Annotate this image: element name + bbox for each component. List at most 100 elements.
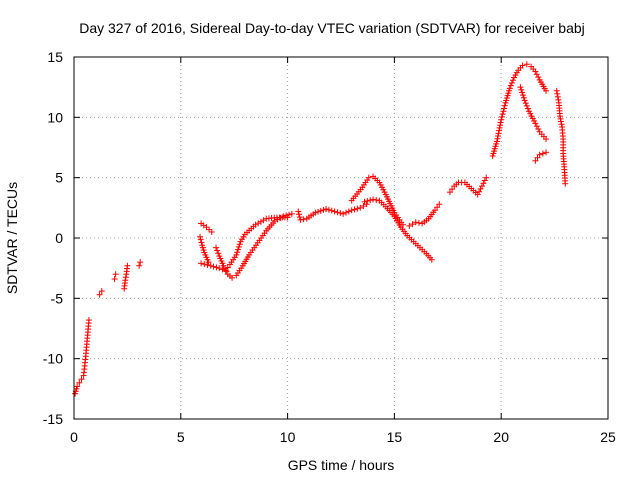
data-point (519, 89, 526, 96)
data-point (357, 204, 364, 211)
data-point (498, 113, 505, 120)
data-point (507, 82, 514, 89)
data-point (260, 217, 267, 224)
data-point (124, 262, 131, 269)
data-point (320, 206, 327, 213)
data-point (446, 189, 453, 196)
data-point (216, 265, 223, 272)
data-point (233, 251, 240, 258)
y-tick-label: 10 (47, 109, 63, 125)
data-point (494, 135, 501, 142)
data-point (76, 379, 83, 386)
data-point (122, 274, 129, 281)
data-point (122, 277, 129, 284)
data-point (543, 149, 550, 156)
data-point (280, 213, 287, 220)
data-point (498, 116, 505, 123)
x-tick-label: 25 (600, 429, 616, 445)
data-point (535, 125, 542, 132)
data-point (406, 222, 413, 229)
data-point (532, 68, 539, 75)
data-point (497, 119, 504, 126)
data-point (480, 180, 487, 187)
data-point (317, 207, 324, 214)
data-point (521, 97, 528, 104)
data-point (481, 177, 488, 184)
data-point (201, 261, 208, 268)
data-point (495, 130, 502, 137)
data-point (474, 191, 481, 198)
data-point (204, 261, 211, 268)
data-point (236, 241, 243, 248)
data-point (288, 210, 295, 217)
data-point (506, 85, 513, 92)
data-point (496, 124, 503, 131)
data-point (340, 210, 347, 217)
data-point (342, 209, 349, 216)
data-point (367, 197, 374, 204)
data-point (74, 383, 81, 390)
data-point (535, 74, 542, 81)
plot-frame (73, 56, 609, 420)
data-point (543, 136, 550, 143)
data-point (224, 264, 231, 271)
data-point (323, 206, 330, 213)
data-point (532, 120, 539, 127)
data-point (365, 174, 372, 181)
data-point (431, 207, 438, 214)
data-point (558, 121, 565, 128)
data-point (283, 212, 290, 219)
data-point (478, 183, 485, 190)
data-point (364, 197, 371, 204)
data-point (255, 220, 262, 227)
data-point (312, 209, 319, 216)
data-point (300, 216, 307, 223)
x-tick-label: 10 (280, 429, 296, 445)
data-point (295, 208, 302, 215)
data-point (198, 239, 205, 246)
data-point (136, 262, 143, 269)
data-point (517, 84, 524, 91)
data-point (98, 288, 105, 295)
data-point (229, 274, 236, 281)
x-tick-label: 15 (387, 429, 403, 445)
data-point (499, 111, 506, 118)
data-point (520, 94, 527, 101)
data-point (351, 206, 358, 213)
data-point (518, 86, 525, 93)
data-point (213, 244, 220, 251)
y-tick-label: -15 (43, 411, 63, 427)
data-point (509, 77, 516, 84)
data-point (207, 262, 214, 269)
data-point (325, 206, 332, 213)
data-point (296, 214, 303, 221)
y-tick-label: 15 (47, 49, 63, 65)
data-point (210, 263, 217, 270)
data-point (223, 268, 230, 275)
data-point (554, 93, 561, 100)
data-point (111, 276, 118, 283)
data-point (532, 157, 539, 164)
data-point (494, 133, 501, 140)
x-tick-label: 20 (493, 429, 509, 445)
data-point (554, 90, 561, 97)
data-point (412, 219, 419, 226)
data-point (493, 138, 500, 145)
data-point (523, 61, 530, 68)
data-point (434, 204, 441, 211)
x-tick-label: 0 (70, 429, 78, 445)
data-point (328, 207, 335, 214)
data-point (533, 71, 540, 78)
data-point (345, 208, 352, 215)
data-point (257, 218, 264, 225)
data-point (334, 209, 341, 216)
data-point (214, 247, 221, 254)
data-point (215, 250, 222, 257)
x-tick-label: 5 (177, 429, 185, 445)
data-point (85, 317, 92, 324)
data-point (415, 219, 422, 226)
data-point (483, 174, 490, 181)
data-point (501, 102, 508, 109)
data-point (555, 96, 562, 103)
y-axis-label: SDTVAR / TECUs (4, 182, 20, 294)
